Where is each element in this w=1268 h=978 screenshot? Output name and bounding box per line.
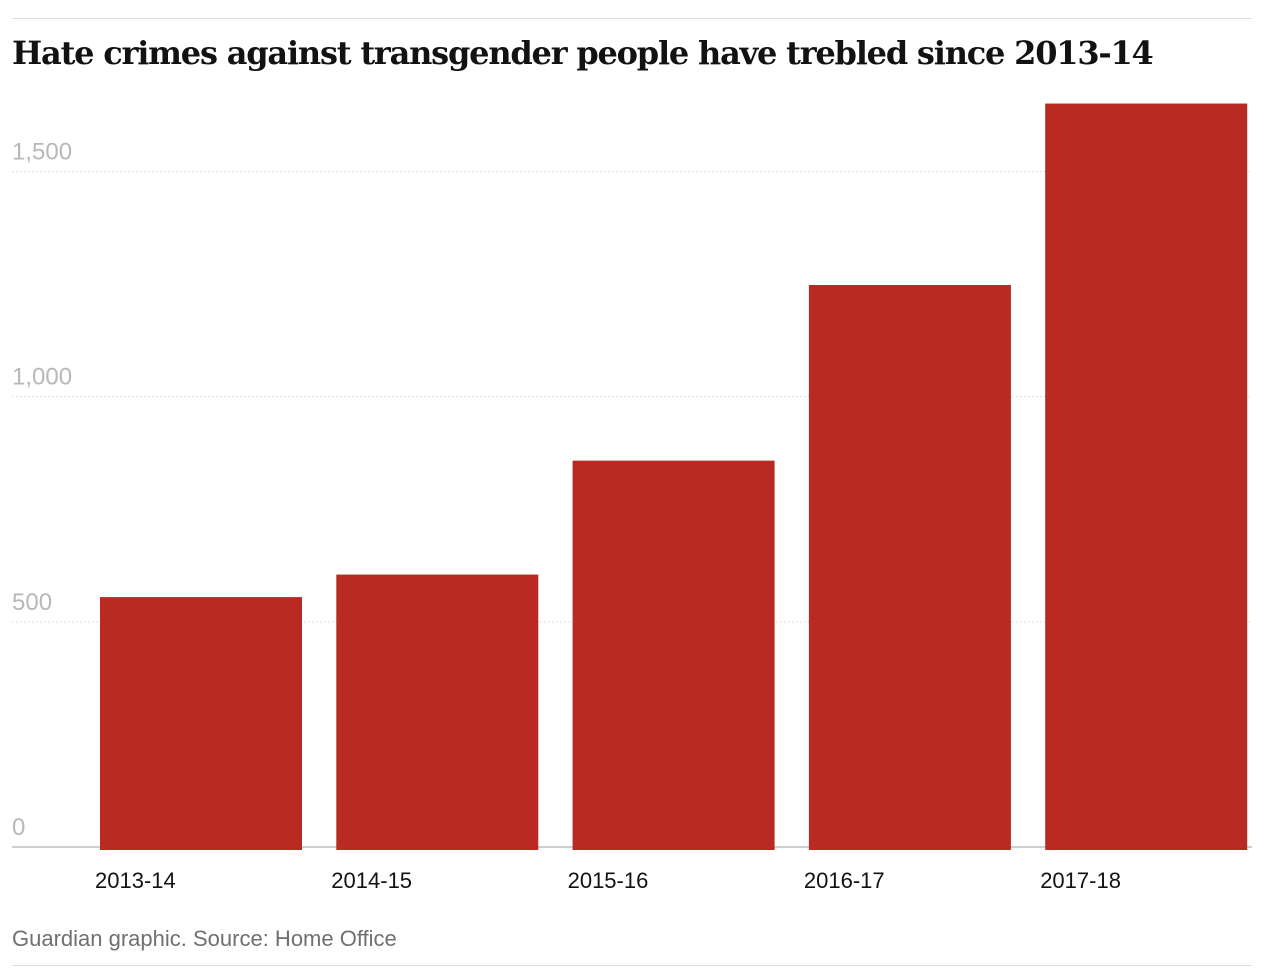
y-tick-label: 1,500	[12, 139, 72, 166]
x-tick-label: 2014-15	[331, 868, 412, 893]
bars	[100, 103, 1248, 851]
x-tick-label: 2016-17	[804, 868, 885, 893]
y-axis-labels: 0 500 1,000 1,500	[12, 139, 72, 841]
x-tick-label: 2017-18	[1040, 868, 1121, 893]
bar-2016-17	[808, 285, 1011, 850]
bar-2014-15	[336, 574, 539, 850]
y-tick-label: 500	[12, 589, 52, 616]
y-tick-label: 0	[12, 814, 25, 841]
x-tick-label: 2013-14	[95, 868, 176, 893]
x-tick-label: 2015-16	[568, 868, 649, 893]
top-rule	[12, 18, 1252, 19]
chart-title: Hate crimes against transgender people h…	[12, 34, 1154, 72]
bar-2017-18	[1045, 103, 1248, 851]
bar-2015-16	[572, 460, 775, 850]
x-axis-labels: 2013-14 2014-15 2015-16 2016-17 2017-18	[95, 868, 1121, 893]
bottom-rule	[12, 965, 1252, 966]
bar-2013-14	[100, 597, 302, 850]
y-tick-label: 1,000	[12, 364, 72, 391]
source-note: Guardian graphic. Source: Home Office	[12, 926, 397, 951]
